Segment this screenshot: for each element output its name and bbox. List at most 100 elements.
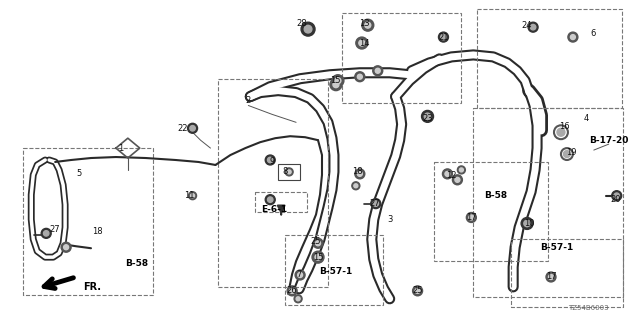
Text: 22: 22 (177, 124, 188, 133)
Bar (218, 79, 328, 287)
Circle shape (335, 78, 341, 84)
Circle shape (265, 155, 275, 165)
Circle shape (455, 177, 460, 182)
Circle shape (298, 273, 303, 277)
Text: E-6-1: E-6-1 (261, 205, 287, 214)
Bar (474, 108, 623, 297)
Circle shape (375, 68, 380, 73)
Circle shape (442, 169, 452, 179)
Circle shape (41, 228, 51, 238)
Text: B-57-1: B-57-1 (540, 243, 573, 252)
Text: 24: 24 (522, 21, 532, 30)
Text: 19: 19 (566, 148, 576, 156)
Text: 16: 16 (559, 122, 569, 131)
Text: 23: 23 (422, 114, 433, 123)
Text: 18: 18 (92, 227, 102, 236)
Text: 2: 2 (246, 96, 251, 105)
Circle shape (359, 40, 365, 46)
Circle shape (333, 82, 339, 88)
Circle shape (469, 215, 474, 220)
Text: 15: 15 (313, 253, 323, 262)
Circle shape (313, 238, 323, 248)
Circle shape (548, 275, 554, 279)
Circle shape (312, 251, 324, 263)
Circle shape (352, 182, 360, 190)
Circle shape (570, 35, 575, 40)
Circle shape (61, 242, 71, 252)
Bar (433, 162, 548, 261)
Text: 5: 5 (76, 169, 82, 178)
Circle shape (332, 75, 344, 87)
Text: 8: 8 (282, 167, 288, 176)
Circle shape (355, 169, 365, 179)
Circle shape (413, 286, 422, 296)
Circle shape (304, 25, 312, 33)
Text: 6: 6 (590, 28, 595, 38)
Circle shape (290, 288, 294, 293)
Text: 1: 1 (118, 144, 124, 153)
Circle shape (357, 74, 362, 79)
Text: B-58: B-58 (484, 191, 507, 200)
Circle shape (356, 37, 368, 49)
Circle shape (265, 195, 275, 204)
Text: 25: 25 (412, 286, 423, 295)
Circle shape (316, 241, 321, 246)
Circle shape (268, 157, 273, 163)
Circle shape (467, 212, 476, 222)
Text: 12: 12 (446, 172, 457, 180)
Circle shape (301, 22, 315, 36)
Text: 7: 7 (296, 269, 302, 278)
Circle shape (287, 170, 291, 174)
Circle shape (563, 151, 570, 157)
Text: 25: 25 (311, 237, 321, 246)
Text: 15: 15 (330, 76, 340, 85)
Circle shape (521, 218, 533, 229)
Circle shape (612, 191, 621, 201)
Circle shape (424, 113, 431, 120)
Text: 27: 27 (50, 225, 60, 234)
Circle shape (189, 192, 196, 200)
Text: B-57-1: B-57-1 (319, 267, 353, 276)
Circle shape (285, 168, 293, 176)
Text: 21: 21 (438, 33, 449, 42)
Text: 17: 17 (546, 272, 556, 282)
Circle shape (460, 168, 463, 172)
Circle shape (371, 199, 381, 209)
Text: 3: 3 (387, 215, 392, 224)
Circle shape (441, 34, 446, 40)
Text: 28: 28 (297, 19, 307, 28)
Bar (255, 192, 307, 212)
Bar (511, 239, 623, 307)
Circle shape (373, 201, 378, 206)
Circle shape (268, 197, 273, 202)
Text: 26: 26 (287, 286, 298, 295)
Circle shape (295, 270, 305, 280)
Text: 18: 18 (353, 167, 363, 176)
Circle shape (287, 286, 297, 296)
Bar (23, 148, 153, 295)
Text: 27: 27 (369, 199, 380, 208)
Circle shape (531, 24, 536, 30)
Bar (477, 9, 621, 108)
Circle shape (44, 231, 49, 236)
Circle shape (357, 172, 362, 176)
Bar (342, 13, 461, 102)
Circle shape (355, 72, 365, 82)
Circle shape (524, 220, 531, 227)
Text: B-58: B-58 (125, 259, 148, 268)
Circle shape (365, 22, 371, 28)
Text: 9: 9 (269, 157, 275, 166)
Circle shape (354, 184, 358, 188)
Circle shape (422, 110, 433, 122)
Text: FR.: FR. (83, 282, 101, 292)
Text: 17: 17 (466, 213, 477, 222)
Circle shape (190, 125, 195, 131)
Circle shape (546, 272, 556, 282)
Circle shape (63, 245, 68, 250)
Text: 13: 13 (360, 19, 370, 28)
Circle shape (315, 254, 321, 260)
Text: TZ54B6003: TZ54B6003 (568, 305, 609, 311)
Circle shape (294, 295, 302, 303)
Circle shape (614, 193, 620, 198)
Text: 4: 4 (583, 114, 588, 123)
